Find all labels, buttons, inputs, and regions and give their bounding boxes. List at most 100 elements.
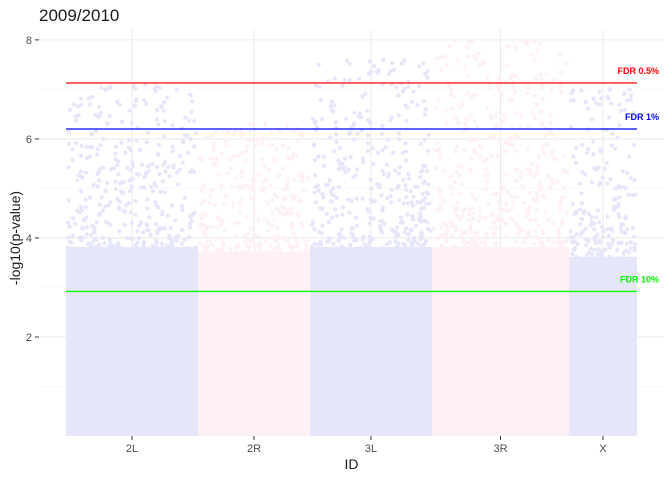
- snp-point: [496, 154, 500, 158]
- snp-point: [312, 264, 316, 268]
- snp-point: [617, 195, 621, 199]
- snp-point: [535, 191, 539, 195]
- snp-point: [145, 197, 149, 201]
- snp-point: [571, 88, 575, 92]
- snp-point: [560, 223, 564, 227]
- snp-point: [209, 275, 213, 279]
- snp-point: [295, 260, 299, 264]
- snp-point: [337, 239, 341, 243]
- snp-point: [238, 211, 242, 215]
- snp-point: [255, 269, 259, 273]
- snp-point: [127, 270, 131, 274]
- snp-point: [597, 220, 601, 224]
- snp-point: [436, 99, 440, 103]
- snp-point: [147, 228, 151, 232]
- snp-point: [361, 262, 365, 266]
- snp-point: [264, 177, 268, 181]
- snp-point: [421, 197, 425, 201]
- snp-point: [299, 198, 303, 202]
- snp-point: [460, 182, 464, 186]
- snp-point: [619, 226, 623, 230]
- snp-point: [238, 134, 242, 138]
- snp-point: [562, 186, 566, 190]
- snp-point: [526, 85, 530, 89]
- snp-point: [370, 187, 374, 191]
- snp-point: [404, 256, 408, 260]
- snp-point: [112, 166, 116, 170]
- snp-point: [246, 232, 250, 236]
- snp-point: [67, 130, 71, 134]
- snp-point: [458, 192, 462, 196]
- snp-point: [70, 241, 74, 245]
- snp-point: [580, 170, 584, 174]
- snp-point: [128, 236, 132, 240]
- snp-point: [403, 183, 407, 187]
- snp-point: [192, 119, 196, 123]
- snp-point: [219, 262, 223, 266]
- snp-point: [79, 154, 83, 158]
- snp-point: [619, 109, 623, 113]
- snp-point: [580, 143, 584, 147]
- snp-point: [435, 141, 439, 145]
- snp-point: [354, 216, 358, 220]
- snp-point: [453, 149, 457, 153]
- snp-point: [165, 96, 169, 100]
- snp-point: [274, 254, 278, 258]
- snp-point: [189, 93, 193, 97]
- snp-point: [530, 162, 534, 166]
- snp-point: [350, 226, 354, 230]
- snp-point: [279, 247, 283, 251]
- snp-point: [338, 146, 342, 150]
- snp-point: [141, 264, 145, 268]
- snp-point: [530, 254, 534, 258]
- snp-point: [279, 259, 283, 263]
- snp-point: [154, 203, 158, 207]
- snp-point: [249, 227, 253, 231]
- snp-point: [524, 250, 528, 254]
- chromosome-band-3R: [432, 247, 569, 436]
- snp-point: [565, 249, 569, 253]
- snp-point: [317, 63, 321, 67]
- snp-point: [448, 250, 452, 254]
- snp-point: [406, 85, 410, 89]
- snp-point: [67, 165, 71, 169]
- snp-point: [412, 267, 416, 271]
- snp-point: [247, 245, 251, 249]
- snp-point: [202, 199, 206, 203]
- snp-point: [260, 141, 264, 145]
- snp-point: [160, 246, 164, 250]
- snp-point: [160, 242, 164, 246]
- snp-point: [129, 249, 133, 253]
- snp-point: [79, 97, 83, 101]
- snp-point: [448, 263, 452, 267]
- snp-point: [438, 203, 442, 207]
- snp-point: [97, 105, 101, 109]
- snp-point: [314, 84, 318, 88]
- snp-point: [469, 156, 473, 160]
- snp-point: [391, 265, 395, 269]
- snp-point: [353, 268, 357, 272]
- snp-point: [151, 189, 155, 193]
- snp-point: [519, 171, 523, 175]
- snp-point: [94, 113, 98, 117]
- snp-point: [407, 232, 411, 236]
- snp-point: [297, 174, 301, 178]
- snp-point: [444, 109, 448, 113]
- snp-point: [524, 214, 528, 218]
- snp-point: [406, 201, 410, 205]
- snp-point: [243, 262, 247, 266]
- snp-point: [586, 147, 590, 151]
- snp-point: [340, 213, 344, 217]
- snp-point: [531, 235, 535, 239]
- snp-point: [265, 269, 269, 273]
- snp-point: [80, 226, 84, 230]
- snp-point: [583, 100, 587, 104]
- snp-point: [95, 220, 99, 224]
- snp-point: [598, 181, 602, 185]
- snp-point: [216, 172, 220, 176]
- snp-point: [210, 260, 214, 264]
- snp-point: [268, 183, 272, 187]
- snp-point: [576, 267, 580, 271]
- snp-point: [100, 250, 104, 254]
- snp-point: [473, 151, 477, 155]
